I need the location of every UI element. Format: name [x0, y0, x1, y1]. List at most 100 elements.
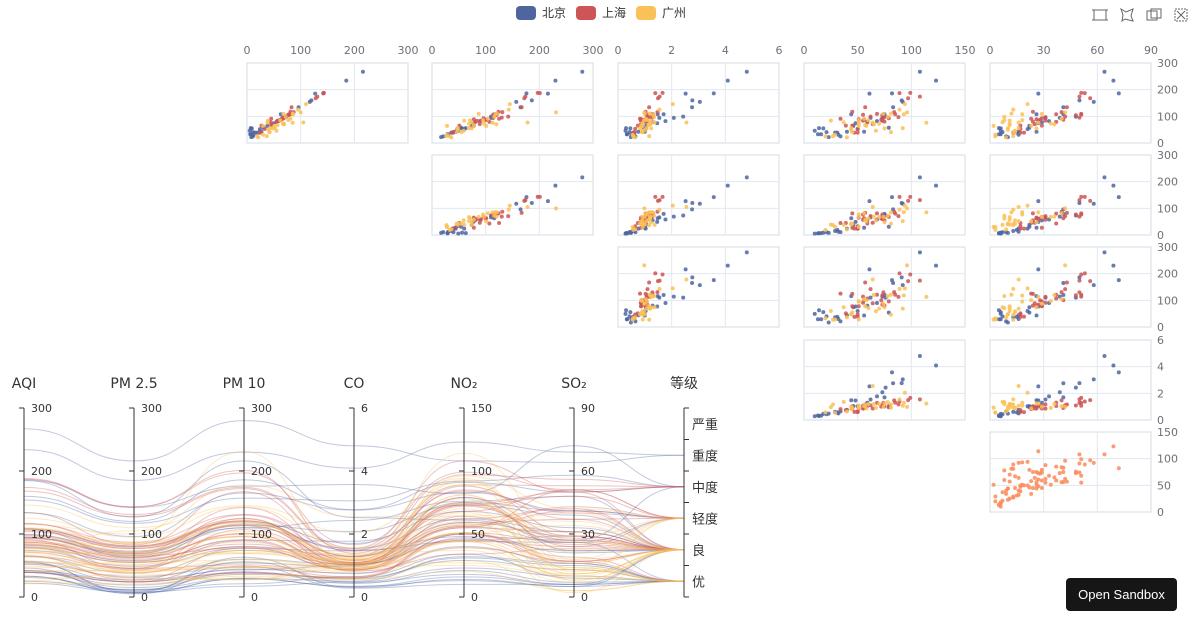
data-point [874, 301, 879, 305]
data-point [902, 286, 907, 291]
data-point [998, 128, 1003, 133]
data-point [924, 210, 929, 215]
cell-border [803, 339, 966, 421]
data-point [1004, 491, 1009, 496]
data-point [882, 126, 887, 131]
keep-selection-icon[interactable] [1146, 7, 1162, 23]
data-point [683, 267, 688, 272]
data-point [934, 263, 939, 268]
data-point [1054, 464, 1059, 469]
data-point [917, 198, 922, 203]
data-point [360, 69, 365, 74]
legend-item-beijing[interactable]: 北京 [516, 4, 566, 21]
data-point [1007, 123, 1012, 128]
data-point [1059, 465, 1064, 470]
data-point [852, 409, 857, 414]
data-point [264, 134, 269, 139]
data-point [1077, 400, 1082, 405]
data-point [298, 110, 303, 115]
data-point [652, 114, 657, 119]
parallel-tick-label: 150 [471, 402, 492, 415]
lasso-select-icon[interactable] [1119, 7, 1135, 23]
x-tick-label: 6 [776, 44, 783, 57]
data-point [580, 175, 585, 180]
data-point [1005, 312, 1010, 317]
data-point [650, 210, 655, 215]
data-point [1048, 121, 1053, 126]
data-point [447, 134, 452, 139]
data-point [623, 128, 628, 133]
data-point [262, 126, 267, 131]
y-tick-label: 0 [1157, 321, 1164, 334]
legend-item-shanghai[interactable]: 上海 [576, 4, 626, 21]
x-tick-label: 0 [987, 44, 994, 57]
data-point [897, 207, 902, 212]
scatter-cell [803, 62, 966, 144]
data-point [537, 194, 542, 199]
data-point [868, 397, 873, 402]
data-point [1034, 482, 1039, 487]
data-point [844, 227, 849, 232]
data-point [690, 275, 695, 280]
data-point [917, 278, 922, 283]
y-tick-label: 300 [1157, 57, 1178, 70]
data-point [1018, 489, 1023, 494]
data-point [1020, 210, 1025, 215]
x-tick-label: 0 [244, 44, 251, 57]
data-point [274, 128, 279, 133]
data-point [906, 96, 911, 101]
data-point [1039, 478, 1044, 483]
data-point [657, 295, 662, 300]
data-point [908, 395, 913, 400]
data-point [836, 229, 841, 234]
parallel-tick-label: 50 [471, 528, 485, 541]
clear-selection-icon[interactable] [1173, 7, 1189, 23]
data-point [641, 118, 646, 123]
scatter-cell [617, 154, 780, 236]
x-tick-label: 0 [615, 44, 622, 57]
data-point [1082, 271, 1087, 276]
rect-select-icon[interactable] [1092, 7, 1108, 23]
data-point [833, 410, 838, 415]
data-point [553, 206, 558, 211]
data-point [1016, 384, 1021, 389]
data-point [507, 102, 512, 107]
data-point [991, 123, 996, 128]
data-point [467, 215, 472, 220]
data-point [891, 381, 896, 386]
data-point [725, 183, 730, 188]
data-point [905, 110, 910, 115]
data-point [1032, 301, 1037, 306]
data-point [1016, 126, 1021, 131]
data-point [657, 286, 662, 291]
data-point [652, 213, 657, 218]
parallel-tick-label: 30 [581, 528, 595, 541]
cell-border [617, 154, 780, 236]
data-point [1036, 384, 1041, 389]
data-point [1048, 482, 1053, 487]
data-point [1043, 476, 1048, 481]
data-point [1025, 102, 1030, 107]
data-point [1025, 404, 1030, 409]
scatter-cell [989, 154, 1152, 236]
data-point [684, 277, 689, 282]
data-point [497, 221, 502, 225]
data-point [1007, 217, 1012, 222]
data-point [485, 116, 490, 121]
data-point [267, 130, 272, 135]
data-point [867, 199, 872, 204]
data-point [882, 119, 887, 124]
data-point [856, 299, 861, 304]
data-point [885, 114, 890, 119]
data-point [255, 134, 260, 139]
data-point [897, 397, 902, 402]
legend-item-guangzhou[interactable]: 广州 [636, 4, 686, 21]
open-sandbox-button[interactable]: Open Sandbox [1066, 578, 1177, 611]
parallel-tick-label: 4 [361, 465, 368, 478]
parallel-tick-label: 300 [31, 402, 52, 415]
data-point [828, 405, 833, 410]
data-point [690, 105, 695, 110]
data-point [1047, 394, 1052, 399]
data-point [1016, 277, 1021, 282]
